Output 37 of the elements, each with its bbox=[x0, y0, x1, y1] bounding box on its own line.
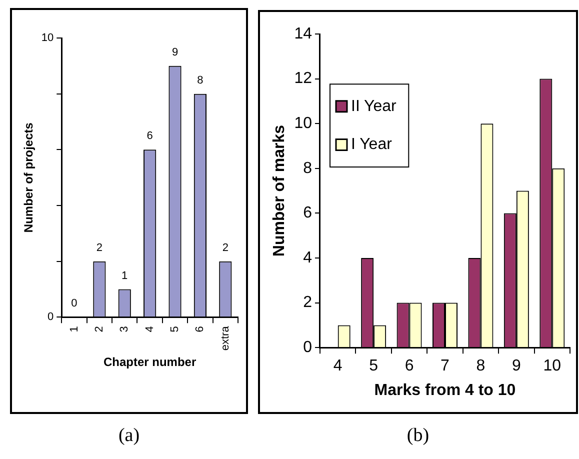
x-tick-label: 8 bbox=[476, 358, 486, 375]
y-tick-label: 6 bbox=[303, 204, 312, 222]
x-tick-label: 6 bbox=[404, 358, 414, 375]
y-tick-label: 8 bbox=[303, 160, 312, 177]
data-label: 9 bbox=[172, 46, 178, 58]
x-tick-label: 1 bbox=[68, 326, 80, 332]
legend-label: II Year bbox=[350, 98, 398, 115]
x-tick-label: 9 bbox=[512, 358, 521, 375]
y-tick-label: 12 bbox=[294, 70, 312, 88]
data-label: 2 bbox=[96, 242, 102, 254]
x-tick-label: 5 bbox=[369, 358, 378, 375]
data-label: 1 bbox=[122, 270, 128, 282]
x-axis-title: Chapter number bbox=[103, 355, 196, 370]
text: (a) bbox=[117, 425, 141, 447]
legend-label: I Year bbox=[350, 136, 393, 154]
data-label: 8 bbox=[197, 74, 204, 86]
y-axis-title: Number of projects bbox=[22, 122, 36, 233]
y-tick-label: 14 bbox=[294, 25, 312, 42]
x-tick-label: 4 bbox=[144, 326, 156, 332]
x-tick-label: 3 bbox=[118, 326, 131, 332]
x-tick-label: extra bbox=[219, 325, 232, 351]
y-tick-label: 0 bbox=[303, 339, 312, 356]
data-label: 0 bbox=[71, 298, 78, 310]
x-axis-title: Marks from 4 to 10 bbox=[374, 382, 516, 399]
y-tick-label: 2 bbox=[303, 294, 312, 312]
y-tick-label: 4 bbox=[303, 249, 312, 266]
text: (b) bbox=[406, 425, 430, 447]
x-tick-label: 2 bbox=[93, 326, 106, 332]
data-label: 6 bbox=[146, 130, 153, 142]
x-tick-label: 7 bbox=[440, 358, 450, 375]
data-label: 2 bbox=[222, 242, 228, 254]
x-tick-label: 5 bbox=[169, 326, 182, 332]
y-axis-title: Number of marks bbox=[271, 124, 288, 257]
y-tick-label: 10 bbox=[294, 115, 312, 132]
x-tick-label: 6 bbox=[194, 326, 206, 332]
x-tick-label: 10 bbox=[543, 358, 562, 375]
x-tick-label: 4 bbox=[333, 358, 342, 375]
